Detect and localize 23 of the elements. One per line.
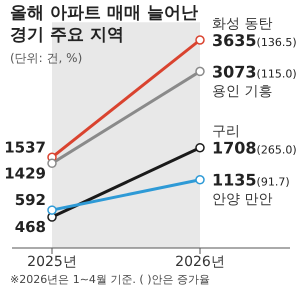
point xyxy=(195,142,205,152)
text: ※2026년은 1~4월 기준. ( )안은 증가율 xyxy=(10,272,210,287)
x-tick-label: 2026년 xyxy=(175,254,225,270)
text: (단위: 건, %) xyxy=(10,50,82,67)
data-label: 3635(136.5) xyxy=(212,31,297,50)
series-label: 구리 xyxy=(212,124,240,140)
series-label: 용인 기흥 xyxy=(212,83,272,100)
x-tick-label: 2025년 xyxy=(27,254,77,270)
data-label: 1135(91.7) xyxy=(212,170,290,190)
data-label: 1429 xyxy=(4,164,46,182)
point xyxy=(195,174,205,184)
point xyxy=(47,158,57,168)
series-label: 화성 동탄 xyxy=(212,16,272,32)
point xyxy=(195,66,205,76)
data-label: 592 xyxy=(14,191,46,210)
chart-title: 올해 아파트 매매 늘어난 경기 주요 지역 xyxy=(10,2,199,46)
data-label: 1708(265.0) xyxy=(212,138,297,158)
point xyxy=(47,205,57,215)
data-label: 468 xyxy=(14,218,46,236)
point xyxy=(195,35,205,45)
data-label: 1537 xyxy=(4,138,46,156)
data-label: 3073(115.0) xyxy=(212,62,297,82)
series-label: 안양 만안 xyxy=(212,192,272,208)
